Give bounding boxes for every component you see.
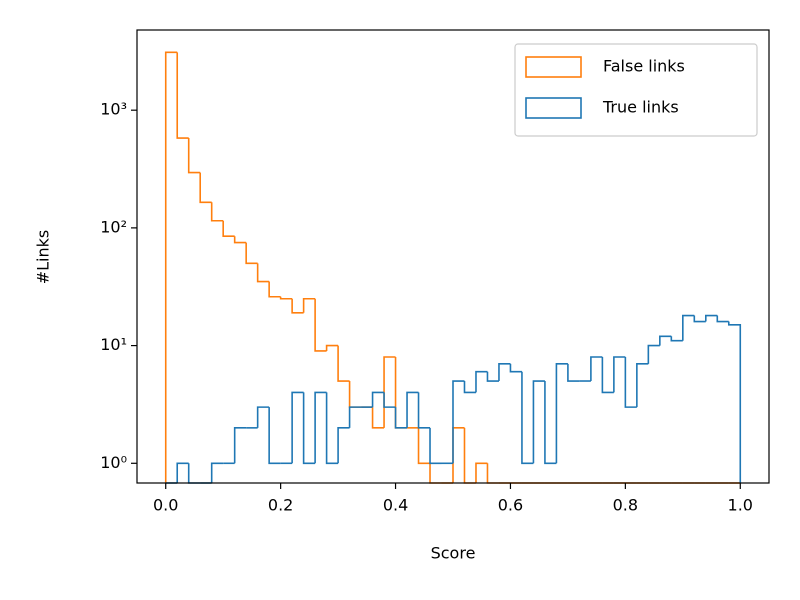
histogram-step <box>325 392 339 465</box>
histogram-step <box>636 363 649 408</box>
plot-frame <box>136 29 770 484</box>
y-tick-label: 10¹ <box>100 335 127 354</box>
histogram-step <box>164 51 178 483</box>
histogram-step <box>187 138 201 174</box>
histogram-step <box>268 281 281 298</box>
histogram-step <box>463 381 476 394</box>
y-tick-label: 10² <box>100 217 127 236</box>
histogram-step <box>624 356 637 408</box>
histogram-step <box>302 297 316 313</box>
histogram-step <box>601 356 614 394</box>
histogram-step <box>417 392 431 429</box>
histogram-step <box>429 427 442 465</box>
histogram-step <box>222 220 235 237</box>
histogram-step <box>314 298 327 352</box>
histogram-step <box>705 314 718 322</box>
legend-swatch <box>525 97 582 119</box>
histogram-step <box>475 370 488 393</box>
histogram-step <box>509 363 522 373</box>
histogram-step <box>176 52 189 139</box>
histogram-step <box>567 363 580 382</box>
y-tick-label: 10⁰ <box>100 453 127 472</box>
histogram-step <box>716 315 729 323</box>
histogram-step <box>452 380 465 464</box>
histogram-step <box>498 363 511 382</box>
histogram-step <box>406 391 419 428</box>
histogram-step <box>256 406 270 428</box>
histogram-step <box>268 407 281 465</box>
histogram-step <box>325 344 339 351</box>
histogram-step <box>233 427 247 464</box>
histogram-step <box>279 296 293 300</box>
y-axis-label: #Links <box>34 230 53 285</box>
histogram-step <box>521 371 534 465</box>
histogram-step <box>659 335 672 346</box>
legend: False links True links <box>514 43 758 137</box>
histogram-step <box>532 380 545 464</box>
x-tick-label: 0.0 <box>153 496 178 515</box>
histogram-step <box>727 321 742 483</box>
histogram-step <box>394 407 408 429</box>
x-tick-label: 1.0 <box>728 496 753 515</box>
legend-label: True links <box>602 98 679 117</box>
histogram-step <box>176 462 189 483</box>
histogram-step <box>647 344 660 364</box>
histogram-step <box>291 298 304 314</box>
histogram-step <box>613 356 626 393</box>
histogram-series <box>165 314 742 484</box>
histogram-step <box>256 263 270 283</box>
x-tick-label: 0.4 <box>383 496 408 515</box>
histogram-step <box>486 371 499 382</box>
x-tick-label: 0.2 <box>268 496 293 515</box>
histogram-step <box>210 462 224 483</box>
histogram-step <box>417 427 431 465</box>
histogram-step <box>544 381 557 465</box>
x-axis-label: Score <box>431 544 476 563</box>
legend-label: False links <box>603 57 685 76</box>
histogram-step <box>337 345 350 382</box>
histogram-step <box>210 202 224 222</box>
legend-box <box>514 43 758 137</box>
x-tick-label: 0.8 <box>613 496 638 515</box>
histogram-step <box>670 336 683 342</box>
histogram-step <box>337 427 350 464</box>
histogram-step <box>348 406 362 428</box>
histogram-step <box>383 392 396 408</box>
legend-swatch <box>525 56 582 78</box>
histogram-step <box>371 407 385 429</box>
histogram-step <box>555 363 568 464</box>
histogram-step <box>302 392 316 465</box>
histogram-step <box>314 391 327 464</box>
histogram-step <box>590 356 603 382</box>
histogram-step <box>199 172 212 204</box>
histogram-step <box>245 242 258 265</box>
y-tick-label: 10³ <box>100 100 127 119</box>
histogram-step <box>291 391 304 464</box>
histogram-step <box>371 391 385 408</box>
x-tick-label: 0.6 <box>498 496 523 515</box>
histogram-step <box>475 462 488 483</box>
histogram-step <box>682 314 695 341</box>
histogram-step <box>693 315 706 323</box>
histogram-step <box>233 236 247 244</box>
